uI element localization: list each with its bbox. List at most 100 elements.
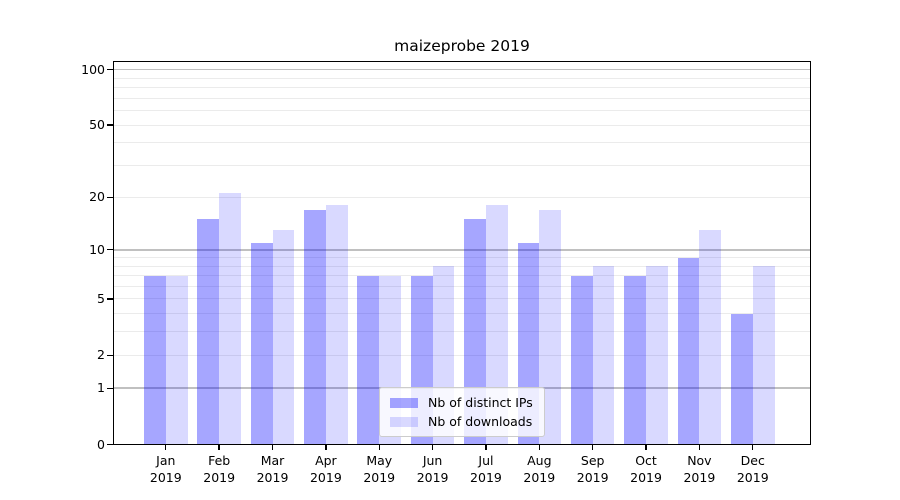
x-tick-year-oct: 2019	[630, 469, 662, 485]
x-tick-jan	[165, 445, 167, 450]
x-tick-month-nov: Nov	[687, 453, 712, 468]
bar-distinct-ips-dec	[730, 313, 753, 445]
y-tick-label-2: 2	[97, 347, 105, 363]
x-tick-month-jan: Jan	[156, 453, 176, 468]
bar-downloads-jul	[485, 205, 508, 445]
x-tick-month-dec: Dec	[740, 453, 765, 468]
x-tick-label-feb: Feb 2019	[191, 453, 247, 486]
x-tick-month-jun: Jun	[422, 453, 443, 468]
x-tick-sep	[591, 445, 594, 450]
y-tick-label-20: 20	[89, 189, 105, 205]
bar-downloads-feb	[219, 193, 241, 445]
gridline-70	[113, 97, 811, 99]
y-tick-label-100: 100	[81, 61, 105, 77]
x-tick-label-jul: Jul 2019	[458, 453, 514, 486]
bar-downloads-jan	[165, 275, 188, 445]
bar-distinct-ips-nov	[677, 257, 700, 445]
x-tick-oct	[645, 445, 647, 450]
y-tick-label-50: 50	[89, 117, 105, 133]
x-tick-year-apr: 2019	[309, 469, 342, 485]
x-tick-label-oct: Oct 2019	[618, 453, 674, 486]
gridline-40	[113, 142, 811, 144]
x-tick-label-may: May 2019	[351, 453, 407, 486]
x-tick-label-dec: Dec 2019	[725, 453, 781, 486]
x-tick-year-jun: 2019	[416, 469, 449, 485]
gridline-3	[113, 331, 811, 333]
x-tick-may	[378, 445, 380, 450]
x-tick-month-sep: Sep	[580, 453, 605, 468]
x-tick-month-jul: Jul	[478, 453, 494, 468]
x-tick-dec	[752, 445, 754, 450]
x-tick-mar	[271, 445, 274, 450]
bar-distinct-ips-jan	[144, 275, 166, 445]
bar-distinct-ips-oct	[624, 275, 647, 445]
bar-downloads-dec	[752, 266, 775, 445]
y-tick-50	[107, 124, 113, 126]
bar-distinct-ips-may	[357, 275, 380, 445]
x-tick-year-jan: 2019	[149, 469, 182, 485]
gridline-2	[113, 354, 811, 356]
x-tick-label-aug: Aug 2019	[511, 453, 567, 486]
legend-swatch-downloads	[390, 416, 418, 427]
x-tick-aug	[538, 445, 540, 450]
x-tick-year-dec: 2019	[736, 469, 769, 485]
gridline-4	[113, 313, 811, 315]
bar-downloads-oct	[646, 266, 668, 445]
gridline-7	[113, 275, 811, 277]
x-tick-year-may: 2019	[363, 469, 396, 485]
x-tick-label-jan: Jan 2019	[138, 453, 194, 486]
bar-downloads-aug	[539, 209, 562, 445]
gridline-50	[113, 124, 811, 126]
x-tick-month-may: May	[366, 453, 393, 468]
chart-title: maizeprobe 2019	[394, 37, 530, 55]
gridline-90	[113, 77, 811, 79]
x-tick-feb	[218, 445, 220, 450]
x-tick-month-mar: Mar	[260, 453, 285, 468]
legend-label-distinct-ips: Nb of distinct IPs	[428, 395, 533, 410]
x-tick-month-oct: Oct	[635, 453, 657, 468]
y-tick-1	[107, 387, 113, 389]
x-tick-label-apr: Apr 2019	[298, 453, 354, 486]
x-tick-year-aug: 2019	[523, 469, 556, 485]
y-tick-label-1: 1	[97, 380, 105, 396]
y-tick-0	[107, 443, 113, 446]
gridline-80	[113, 87, 811, 89]
bar-distinct-ips-sep	[570, 275, 593, 445]
y-tick-5	[107, 298, 113, 300]
gridline-30	[113, 165, 811, 167]
gridline-9	[113, 257, 811, 258]
x-tick-month-apr: Apr	[315, 453, 337, 468]
x-tick-jun	[431, 445, 434, 450]
x-tick-year-jul: 2019	[470, 469, 502, 485]
x-tick-jul	[485, 445, 487, 450]
x-tick-month-aug: Aug	[527, 453, 552, 468]
bar-distinct-ips-apr	[304, 209, 326, 445]
gridline-6	[113, 285, 811, 287]
bar-downloads-nov	[699, 230, 722, 445]
x-tick-nov	[698, 445, 701, 450]
x-tick-year-feb: 2019	[203, 469, 236, 485]
legend-label-downloads: Nb of downloads	[428, 414, 533, 429]
bar-distinct-ips-mar	[250, 242, 273, 445]
gridline-100	[113, 68, 811, 71]
x-tick-year-mar: 2019	[256, 469, 289, 485]
y-tick-label-10: 10	[89, 241, 105, 257]
gridline-5	[113, 298, 811, 300]
y-tick-2	[107, 354, 113, 356]
legend-item-distinct-ips: Nb of distinct IPs	[390, 393, 533, 412]
y-tick-100	[107, 68, 113, 71]
gridline-8	[113, 265, 811, 267]
legend-swatch-distinct-ips	[390, 397, 418, 408]
bar-downloads-mar	[272, 230, 295, 445]
x-tick-label-mar: Mar 2019	[245, 453, 301, 486]
x-tick-apr	[325, 445, 327, 450]
axes-frame	[113, 61, 811, 445]
x-tick-label-nov: Nov 2019	[671, 453, 727, 486]
y-tick-10	[107, 249, 113, 251]
legend-item-downloads: Nb of downloads	[390, 412, 533, 431]
y-tick-label-5: 5	[97, 290, 105, 306]
gridline-60	[113, 110, 811, 112]
legend: Nb of distinct IPs Nb of downloads	[379, 387, 545, 437]
x-tick-label-jun: Jun 2019	[405, 453, 461, 486]
